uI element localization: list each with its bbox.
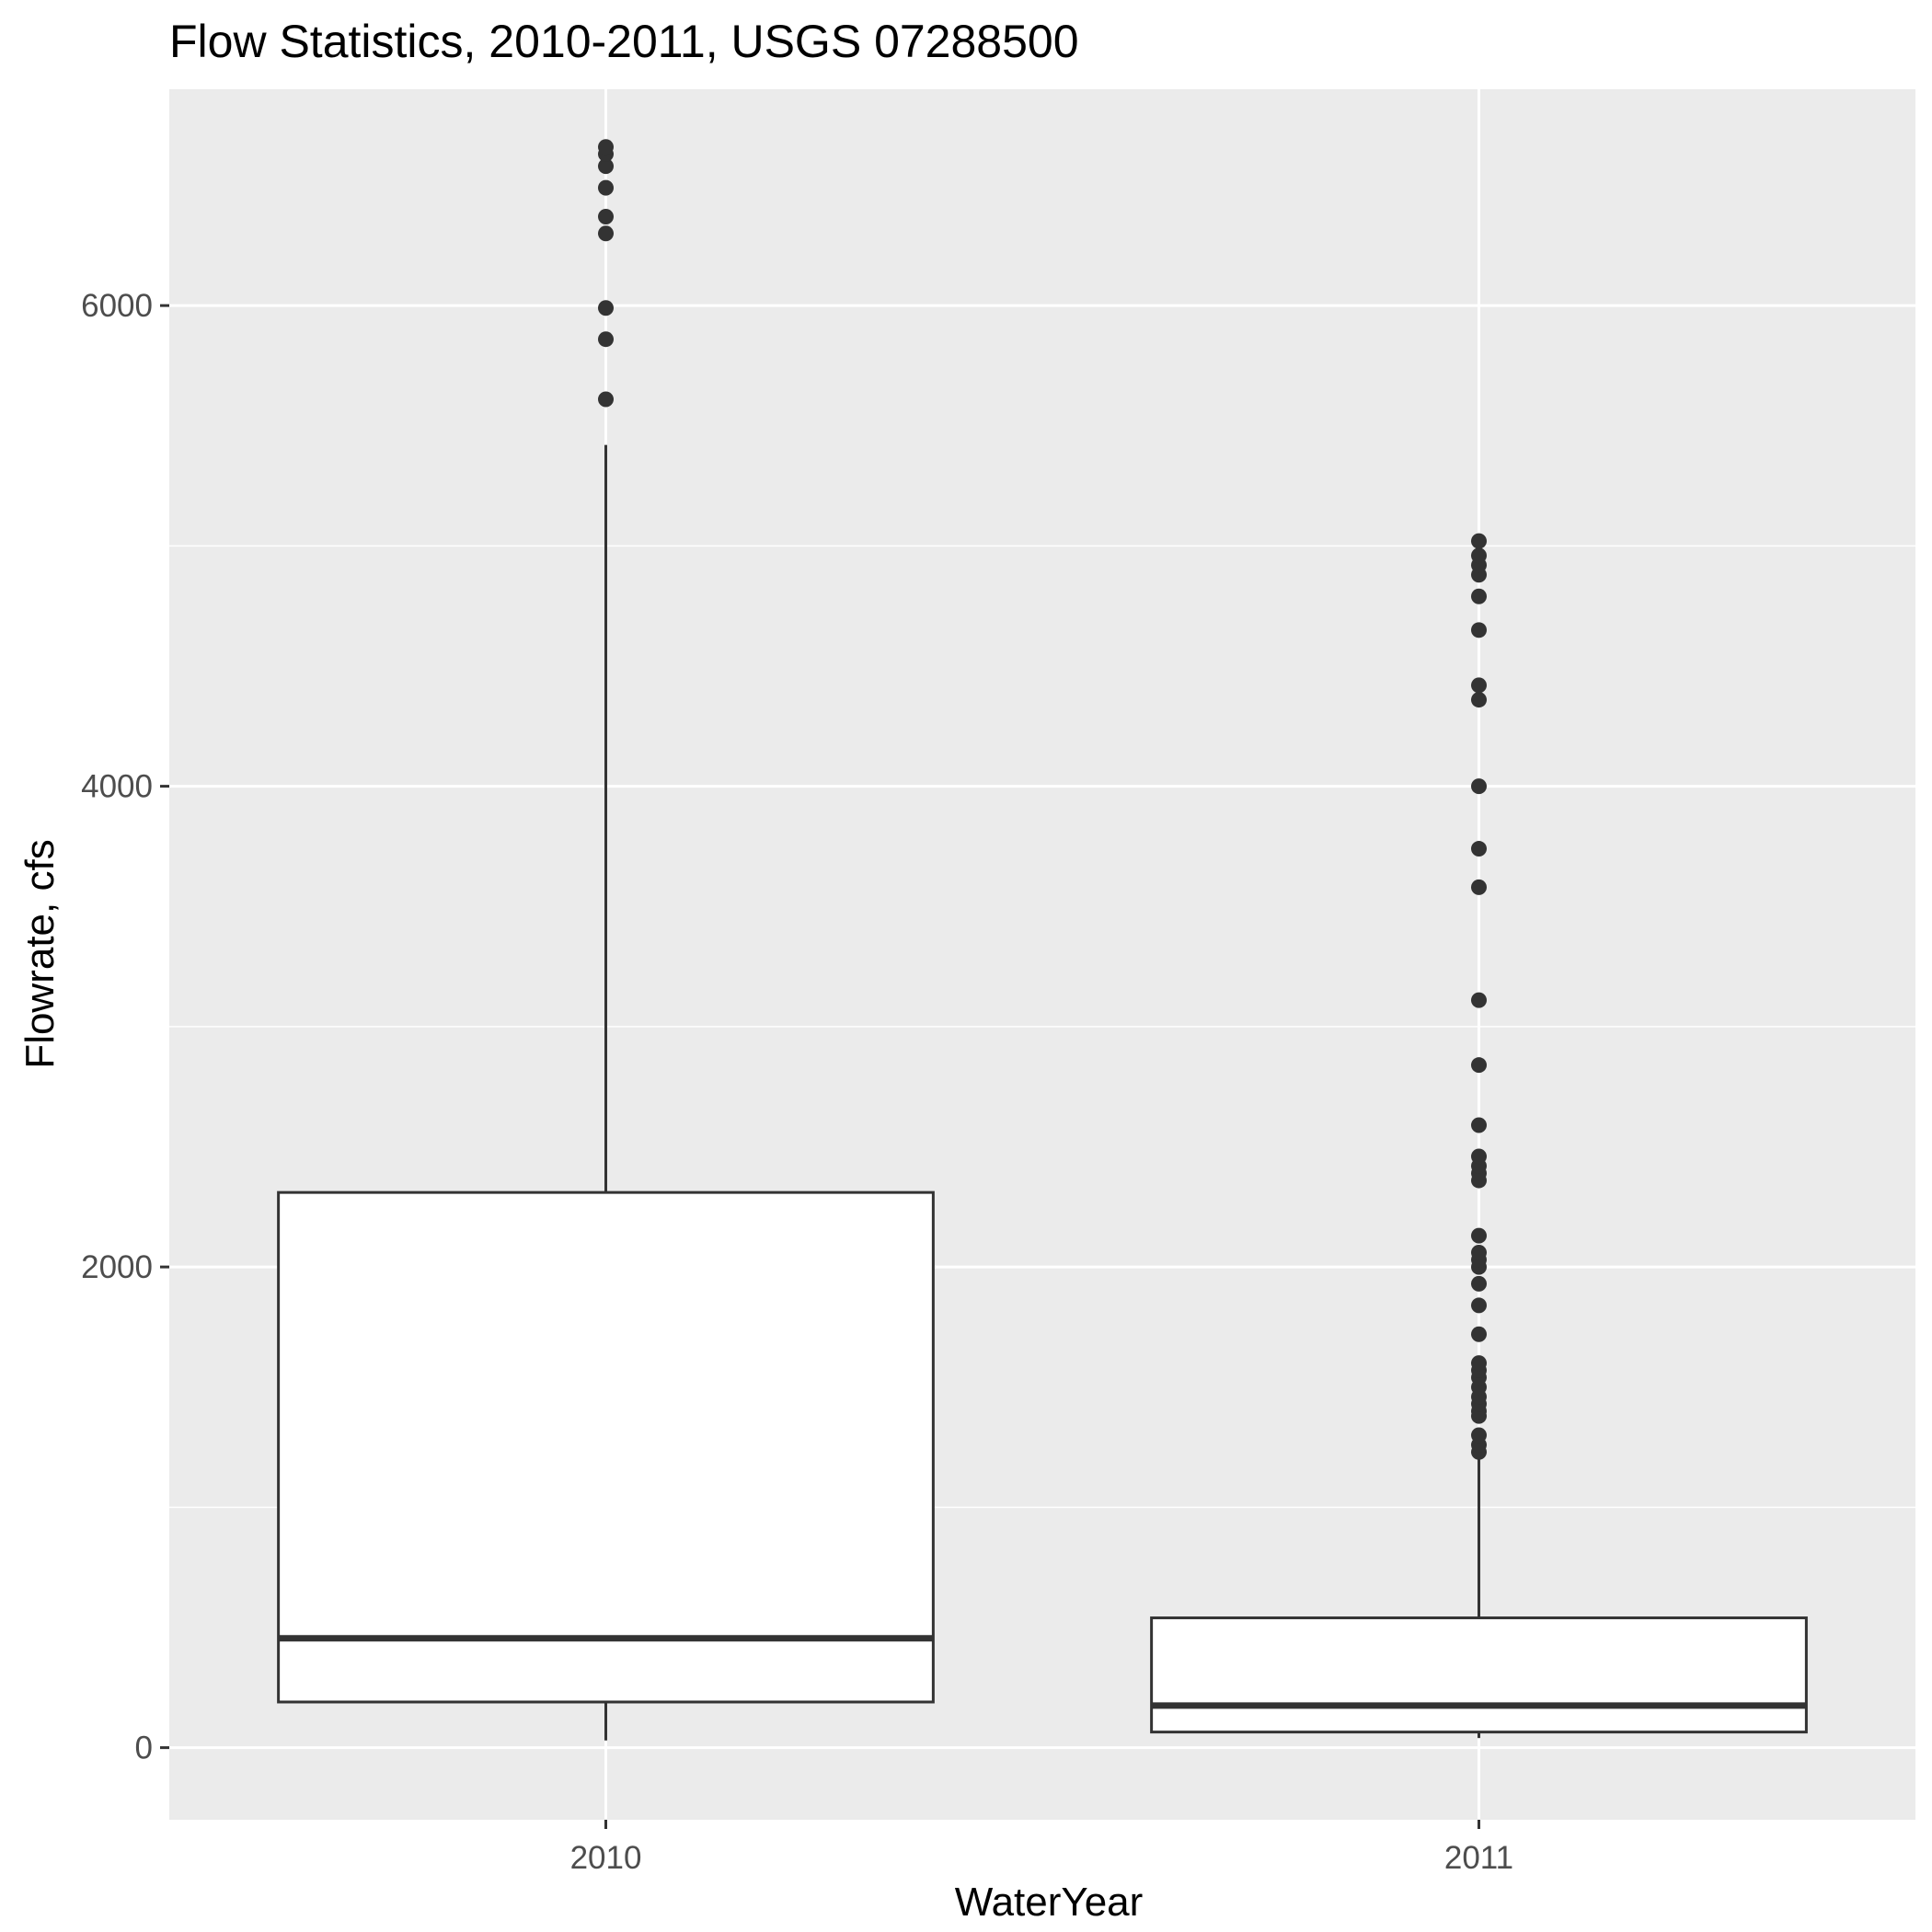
outlier-point [1471,1245,1487,1260]
outlier-point [1471,622,1487,638]
y-tick-label: 6000 [81,288,153,324]
outlier-point [1471,692,1487,707]
x-axis-title: WaterYear [955,1880,1144,1925]
outlier-point [598,331,614,347]
y-tick-label: 0 [135,1731,153,1766]
outlier-point [1471,1228,1487,1244]
outlier-point [598,209,614,224]
outlier-point [1471,1297,1487,1313]
outlier-point [1471,547,1487,563]
outlier-point [1471,1057,1487,1073]
outlier-point [1471,534,1487,549]
x-tick-label: 2010 [570,1840,642,1876]
outlier-point [598,392,614,408]
outlier-point [598,180,614,196]
outlier-point [1471,778,1487,794]
outlier-point [1471,1117,1487,1133]
iqr-box [279,1192,934,1702]
x-tick-label: 2011 [1444,1840,1513,1876]
outlier-point [598,225,614,241]
outlier-point [1471,677,1487,693]
outlier-point [1471,993,1487,1008]
outlier-point [1471,1276,1487,1292]
outlier-point [1471,1355,1487,1371]
outlier-point [1471,589,1487,604]
iqr-box [1152,1618,1807,1732]
y-tick-label: 2000 [81,1249,153,1285]
chart-title: Flow Statistics, 2010-2011, USGS 0728850… [169,16,1079,67]
outlier-point [1471,1327,1487,1342]
outlier-point [598,139,614,155]
outlier-point [1471,1148,1487,1164]
outlier-point [1471,841,1487,857]
y-tick-label: 4000 [81,769,153,805]
outlier-point [598,300,614,316]
outlier-point [1471,1428,1487,1443]
y-axis-title: Flowrate, cfs [17,839,63,1068]
outlier-point [1471,880,1487,895]
